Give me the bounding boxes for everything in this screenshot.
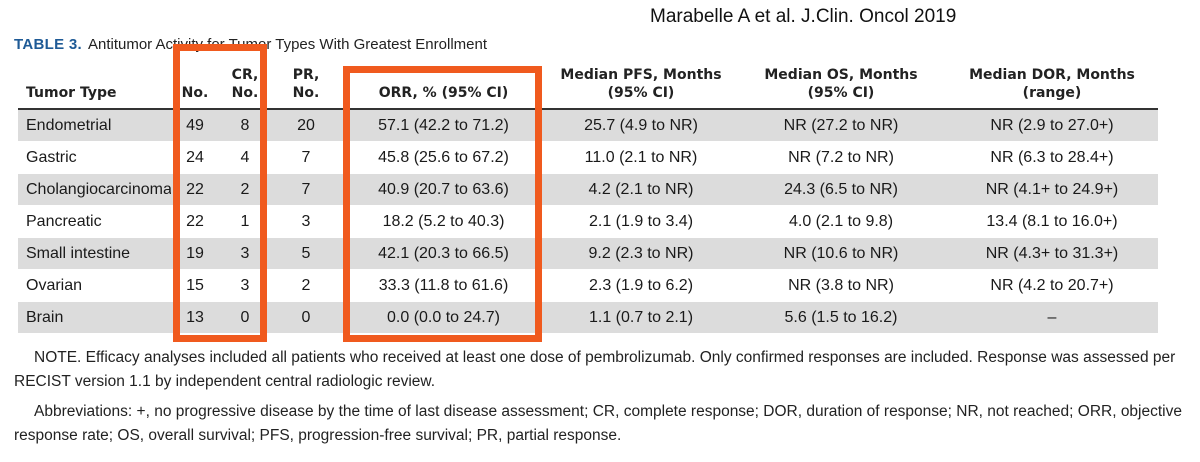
results-table-container: Tumor Type No. CR, No. PR, No. ORR, % (95%…	[18, 56, 1158, 334]
cell-pfs: 2.3 (1.9 to 6.2)	[546, 269, 736, 302]
caption-label: TABLE 3.	[14, 36, 82, 53]
header-pfs-line2: (95% CI)	[607, 85, 675, 101]
cell-os: NR (27.2 to NR)	[736, 109, 946, 142]
highlight-box-orr	[343, 66, 542, 342]
header-pfs-line1: Median PFS, Months	[560, 67, 722, 83]
cell-tumor-type: Cholangiocarcinoma	[18, 173, 171, 206]
cell-orr: 45.8 (25.6 to 67.2)	[341, 141, 546, 174]
table-row: Pancreatic 22 1 3 18.2 (5.2 to 40.3) 2.1…	[18, 205, 1158, 238]
cell-tumor-type: Pancreatic	[18, 205, 171, 238]
table-row: Small intestine 19 3 5 42.1 (20.3 to 66.…	[18, 237, 1158, 270]
table-row: Endometrial 49 8 20 57.1 (42.2 to 71.2) …	[18, 109, 1158, 142]
cell-pfs: 11.0 (2.1 to NR)	[546, 141, 736, 174]
cell-orr: 0.0 (0.0 to 24.7)	[341, 301, 546, 334]
cell-os: 24.3 (6.5 to NR)	[736, 173, 946, 206]
cell-orr: 42.1 (20.3 to 66.5)	[341, 237, 546, 270]
header-dor-line1: Median DOR, Months	[969, 67, 1135, 83]
cell-dor: NR (4.1+ to 24.9+)	[946, 173, 1158, 206]
header-orr: ORR, % (95% CI)	[378, 85, 509, 101]
caption-text: Antitumor Activity for Tumor Types With …	[87, 36, 487, 53]
highlight-box-counts	[173, 44, 267, 342]
header-pfs: Median PFS, Months (95% CI)	[546, 56, 736, 109]
header-pr-line2: No.	[292, 85, 320, 101]
cell-tumor-type: Endometrial	[18, 109, 171, 142]
citation: Marabelle A et al. J.Clin. Oncol 2019	[650, 6, 957, 27]
cell-pr: 5	[271, 237, 341, 270]
header-cr-line1: CR,	[231, 67, 259, 83]
cell-dor: NR (6.3 to 28.4+)	[946, 141, 1158, 174]
abbreviations-text: Abbreviations: +, no progressive disease…	[14, 403, 1182, 444]
note-text: NOTE. Efficacy analyses included all pat…	[14, 349, 1176, 390]
header-dor-line2: (range)	[1022, 85, 1082, 101]
cell-pfs: 9.2 (2.3 to NR)	[546, 237, 736, 270]
cell-pr: 3	[271, 205, 341, 238]
header-pr-line1: PR,	[292, 67, 320, 83]
cell-orr: 33.3 (11.8 to 61.6)	[341, 269, 546, 302]
cell-tumor-type: Ovarian	[18, 269, 171, 302]
table-row: Ovarian 15 3 2 33.3 (11.8 to 61.6) 2.3 (…	[18, 269, 1158, 302]
cell-dor: NR (4.2 to 20.7+)	[946, 269, 1158, 302]
cell-tumor-type: Small intestine	[18, 237, 171, 270]
header-cr-line2: No.	[231, 85, 259, 101]
header-no: No.	[181, 85, 209, 101]
cell-tumor-type: Brain	[18, 301, 171, 334]
cell-pr: 7	[271, 173, 341, 206]
header-os: Median OS, Months (95% CI)	[736, 56, 946, 109]
table-notes: NOTE. Efficacy analyses included all pat…	[14, 346, 1189, 454]
cell-dor: 13.4 (8.1 to 16.0+)	[946, 205, 1158, 238]
cell-pfs: 25.7 (4.9 to NR)	[546, 109, 736, 142]
cell-dor: NR (4.3+ to 31.3+)	[946, 237, 1158, 270]
cell-orr: 18.2 (5.2 to 40.3)	[341, 205, 546, 238]
cell-dor: NR (2.9 to 27.0+)	[946, 109, 1158, 142]
header-pr: PR, No.	[271, 56, 341, 109]
results-table: Tumor Type No. CR, No. PR, No. ORR, % (95%…	[18, 56, 1158, 334]
cell-dor: –	[946, 301, 1158, 334]
cell-pr: 0	[271, 301, 341, 334]
cell-os: 4.0 (2.1 to 9.8)	[736, 205, 946, 238]
cell-pfs: 4.2 (2.1 to NR)	[546, 173, 736, 206]
cell-os: NR (7.2 to NR)	[736, 141, 946, 174]
cell-pr: 20	[271, 109, 341, 142]
cell-pfs: 2.1 (1.9 to 3.4)	[546, 205, 736, 238]
header-os-line1: Median OS, Months	[764, 67, 918, 83]
cell-orr: 40.9 (20.7 to 63.6)	[341, 173, 546, 206]
cell-os: 5.6 (1.5 to 16.2)	[736, 301, 946, 334]
cell-pfs: 1.1 (0.7 to 2.1)	[546, 301, 736, 334]
cell-os: NR (3.8 to NR)	[736, 269, 946, 302]
cell-pr: 7	[271, 141, 341, 174]
cell-orr: 57.1 (42.2 to 71.2)	[341, 109, 546, 142]
cell-os: NR (10.6 to NR)	[736, 237, 946, 270]
table-header-row: Tumor Type No. CR, No. PR, No. ORR, % (95%…	[18, 56, 1158, 109]
cell-tumor-type: Gastric	[18, 141, 171, 174]
header-cr: CR, No.	[219, 56, 271, 109]
header-tumor-type: Tumor Type	[26, 85, 117, 101]
cell-pr: 2	[271, 269, 341, 302]
header-dor: Median DOR, Months (range)	[946, 56, 1158, 109]
table-row: Gastric 24 4 7 45.8 (25.6 to 67.2) 11.0 …	[18, 141, 1158, 174]
header-os-line2: (95% CI)	[807, 85, 875, 101]
